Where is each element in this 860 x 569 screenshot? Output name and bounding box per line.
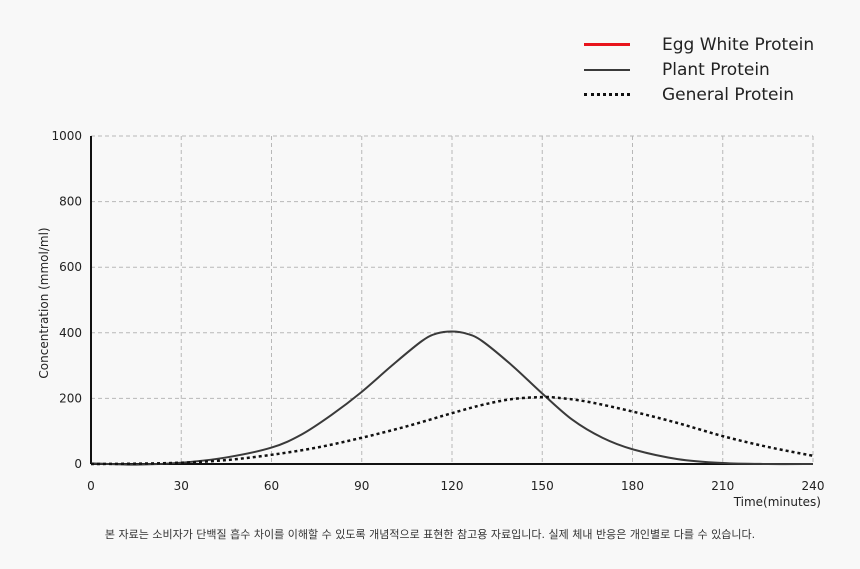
x-tick-label: 0 (87, 479, 95, 493)
y-tick-label: 1000 (51, 129, 82, 143)
legend-swatch-general (584, 93, 630, 96)
x-tick-label: 210 (711, 479, 734, 493)
legend: Egg White Protein Plant Protein General … (584, 32, 814, 107)
y-tick-label: 0 (74, 457, 82, 471)
x-tick-label: 150 (531, 479, 554, 493)
y-tick-label: 400 (59, 326, 82, 340)
footnote: 본 자료는 소비자가 단백질 흡수 차이를 이해할 수 있도록 개념적으로 표현… (104, 528, 756, 541)
legend-item-egg-white: Egg White Protein (584, 32, 814, 57)
y-tick-label: 600 (59, 260, 82, 274)
legend-label-general: General Protein (662, 84, 794, 105)
x-tick-label: 240 (802, 479, 825, 493)
legend-swatch-plant (584, 68, 630, 71)
legend-label-egg-white: Egg White Protein (662, 34, 815, 55)
series-line-1 (90, 330, 814, 466)
x-axis-title: Time(minutes) (733, 495, 821, 509)
legend-item-plant: Plant Protein (584, 57, 814, 82)
series-line-2 (90, 395, 814, 466)
y-tick-label: 800 (59, 195, 82, 209)
x-tick-label: 90 (354, 479, 369, 493)
y-axis-title: Concentration (mmol/ml) (37, 227, 51, 378)
legend-item-general: General Protein (584, 82, 814, 107)
x-tick-label: 30 (174, 479, 189, 493)
legend-label-plant: Plant Protein (662, 59, 770, 80)
y-tick-label: 200 (59, 391, 82, 405)
x-tick-label: 60 (264, 479, 279, 493)
x-tick-label: 180 (621, 479, 644, 493)
legend-swatch-egg-white (584, 43, 630, 46)
x-tick-label: 120 (441, 479, 464, 493)
